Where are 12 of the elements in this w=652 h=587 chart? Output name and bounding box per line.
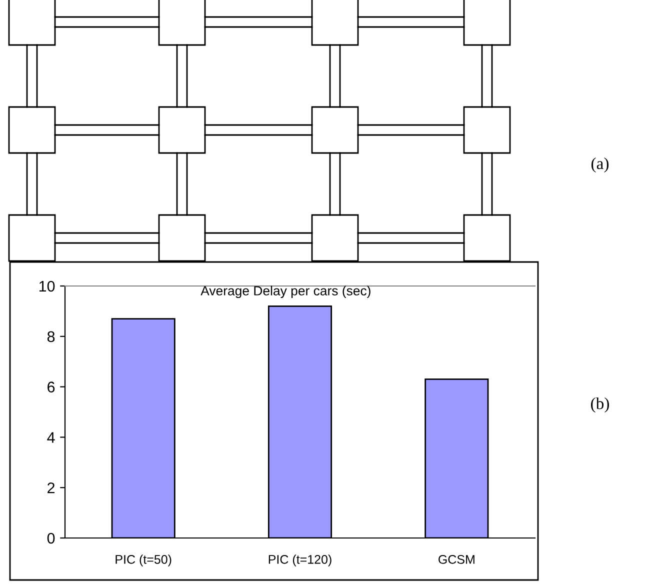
y-tick-label: 10: [39, 280, 55, 292]
y-tick-label: 6: [48, 382, 55, 392]
text: (b): [591, 397, 609, 413]
text: (a): [591, 157, 609, 173]
chart-title: Average Delay per cars (sec): [200, 286, 370, 298]
y-tick-label: 0: [47, 532, 55, 544]
y-tick-label: 4: [47, 432, 55, 443]
y-tick-label: 2: [48, 482, 55, 494]
y-tick-label: 8: [47, 331, 55, 342]
x-tick-label: PIC (t=50): [116, 554, 172, 566]
x-tick-label: GCSM: [438, 554, 474, 564]
x-tick-label: PIC (t=120): [268, 554, 332, 566]
